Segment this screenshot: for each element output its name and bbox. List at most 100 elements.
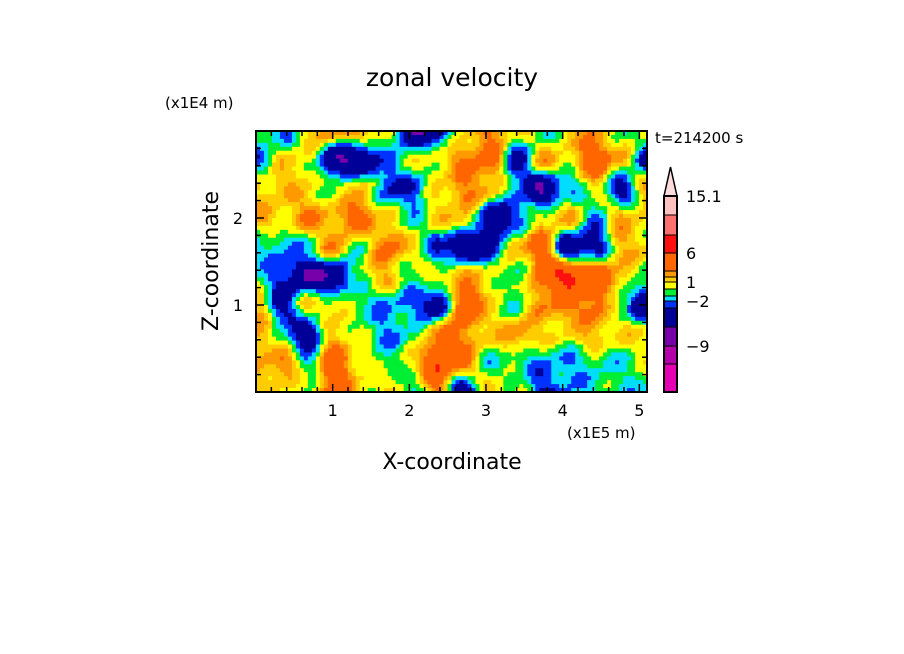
heatmap-cell bbox=[511, 166, 516, 172]
heatmap-cell bbox=[347, 301, 353, 306]
heatmap-cell bbox=[547, 166, 552, 172]
heatmap-cell bbox=[359, 210, 365, 215]
heatmap-cell bbox=[275, 301, 281, 306]
heatmap-cell bbox=[263, 316, 269, 322]
heatmap-cell bbox=[351, 225, 357, 231]
heatmap-cell bbox=[559, 214, 564, 219]
heatmap-cell bbox=[331, 150, 337, 156]
heatmap-cell bbox=[619, 320, 624, 326]
heatmap-cell bbox=[403, 245, 409, 251]
heatmap-cell bbox=[527, 277, 532, 282]
heatmap-cell bbox=[507, 170, 512, 176]
heatmap-cell bbox=[631, 210, 636, 215]
heatmap-cell bbox=[591, 308, 596, 314]
heatmap-cell bbox=[271, 154, 277, 160]
heatmap-cell bbox=[603, 131, 608, 136]
heatmap-cell bbox=[271, 146, 277, 152]
heatmap-cell bbox=[623, 202, 628, 207]
heatmap-cell bbox=[323, 229, 329, 235]
heatmap-cell bbox=[359, 312, 365, 318]
heatmap-cell bbox=[415, 305, 421, 310]
heatmap-cell bbox=[639, 225, 644, 231]
heatmap-cell bbox=[499, 293, 504, 298]
heatmap-cell bbox=[595, 225, 600, 231]
heatmap-cell bbox=[359, 150, 365, 156]
heatmap-cell bbox=[491, 297, 496, 302]
heatmap-cell bbox=[443, 237, 449, 243]
heatmap-cell bbox=[423, 166, 429, 172]
heatmap-cell bbox=[423, 312, 429, 318]
heatmap-cell bbox=[531, 305, 536, 310]
heatmap-cell bbox=[495, 186, 500, 191]
heatmap-cell bbox=[319, 233, 325, 239]
heatmap-cell bbox=[323, 146, 329, 152]
heatmap-cell bbox=[623, 289, 628, 294]
heatmap-cell bbox=[367, 206, 373, 211]
heatmap-cell bbox=[627, 190, 632, 195]
heatmap-cell bbox=[375, 261, 381, 267]
heatmap-cell bbox=[543, 297, 548, 302]
heatmap-cell bbox=[407, 225, 413, 231]
heatmap-cell bbox=[351, 138, 357, 144]
heatmap-cell bbox=[535, 206, 540, 211]
heatmap-cell bbox=[323, 142, 329, 148]
heatmap-cell bbox=[635, 245, 640, 251]
heatmap-cell bbox=[519, 210, 524, 215]
heatmap-cell bbox=[323, 273, 329, 278]
heatmap-cell bbox=[431, 261, 437, 267]
heatmap-cell bbox=[299, 253, 305, 259]
heatmap-cell bbox=[443, 253, 449, 259]
heatmap-cell bbox=[267, 328, 273, 334]
heatmap-cell bbox=[631, 190, 636, 195]
heatmap-cell bbox=[479, 324, 485, 330]
heatmap-cell bbox=[335, 301, 341, 306]
heatmap-cell bbox=[563, 186, 568, 191]
heatmap-cell bbox=[299, 281, 305, 286]
heatmap-cell bbox=[271, 166, 277, 172]
heatmap-cell bbox=[355, 305, 361, 310]
heatmap-cell bbox=[283, 269, 289, 274]
heatmap-cell bbox=[379, 214, 385, 219]
heatmap-cell bbox=[331, 225, 337, 231]
heatmap-cell bbox=[259, 277, 265, 282]
heatmap-cell bbox=[559, 320, 564, 326]
heatmap-cell bbox=[643, 166, 648, 172]
heatmap-cell bbox=[571, 253, 576, 259]
heatmap-cell bbox=[503, 166, 508, 172]
heatmap-cell bbox=[515, 233, 520, 239]
heatmap-cell bbox=[299, 269, 305, 274]
heatmap-cell bbox=[615, 154, 620, 160]
heatmap-cell bbox=[587, 308, 592, 314]
heatmap-cell bbox=[359, 285, 365, 290]
heatmap-cell bbox=[323, 221, 329, 227]
heatmap-cell bbox=[375, 237, 381, 243]
heatmap-cell bbox=[319, 206, 325, 211]
heatmap-cell bbox=[619, 229, 624, 235]
heatmap-cell bbox=[363, 277, 369, 282]
heatmap-cell bbox=[267, 253, 273, 259]
heatmap-cell bbox=[399, 154, 405, 160]
heatmap-cell bbox=[487, 241, 492, 247]
heatmap-cell bbox=[327, 316, 333, 322]
heatmap-cell bbox=[483, 305, 489, 310]
heatmap-cell bbox=[635, 190, 640, 195]
heatmap-cell bbox=[475, 297, 481, 302]
heatmap-cell bbox=[603, 245, 608, 251]
heatmap-cell bbox=[279, 214, 285, 219]
heatmap-cell bbox=[491, 301, 496, 306]
heatmap-cell bbox=[451, 269, 457, 274]
heatmap-cell bbox=[487, 214, 492, 219]
heatmap-cell bbox=[583, 305, 588, 310]
heatmap-cell bbox=[299, 241, 305, 247]
heatmap-cell bbox=[531, 210, 536, 215]
heatmap-cell bbox=[267, 289, 273, 294]
heatmap-cell bbox=[323, 150, 329, 156]
heatmap-cell bbox=[375, 154, 381, 160]
heatmap-cell bbox=[331, 265, 337, 271]
heatmap-cell bbox=[391, 297, 397, 302]
heatmap-cell bbox=[575, 138, 580, 144]
heatmap-cell bbox=[611, 206, 616, 211]
heatmap-cell bbox=[379, 198, 385, 203]
heatmap-cell bbox=[551, 150, 556, 156]
heatmap-cell bbox=[327, 245, 333, 251]
